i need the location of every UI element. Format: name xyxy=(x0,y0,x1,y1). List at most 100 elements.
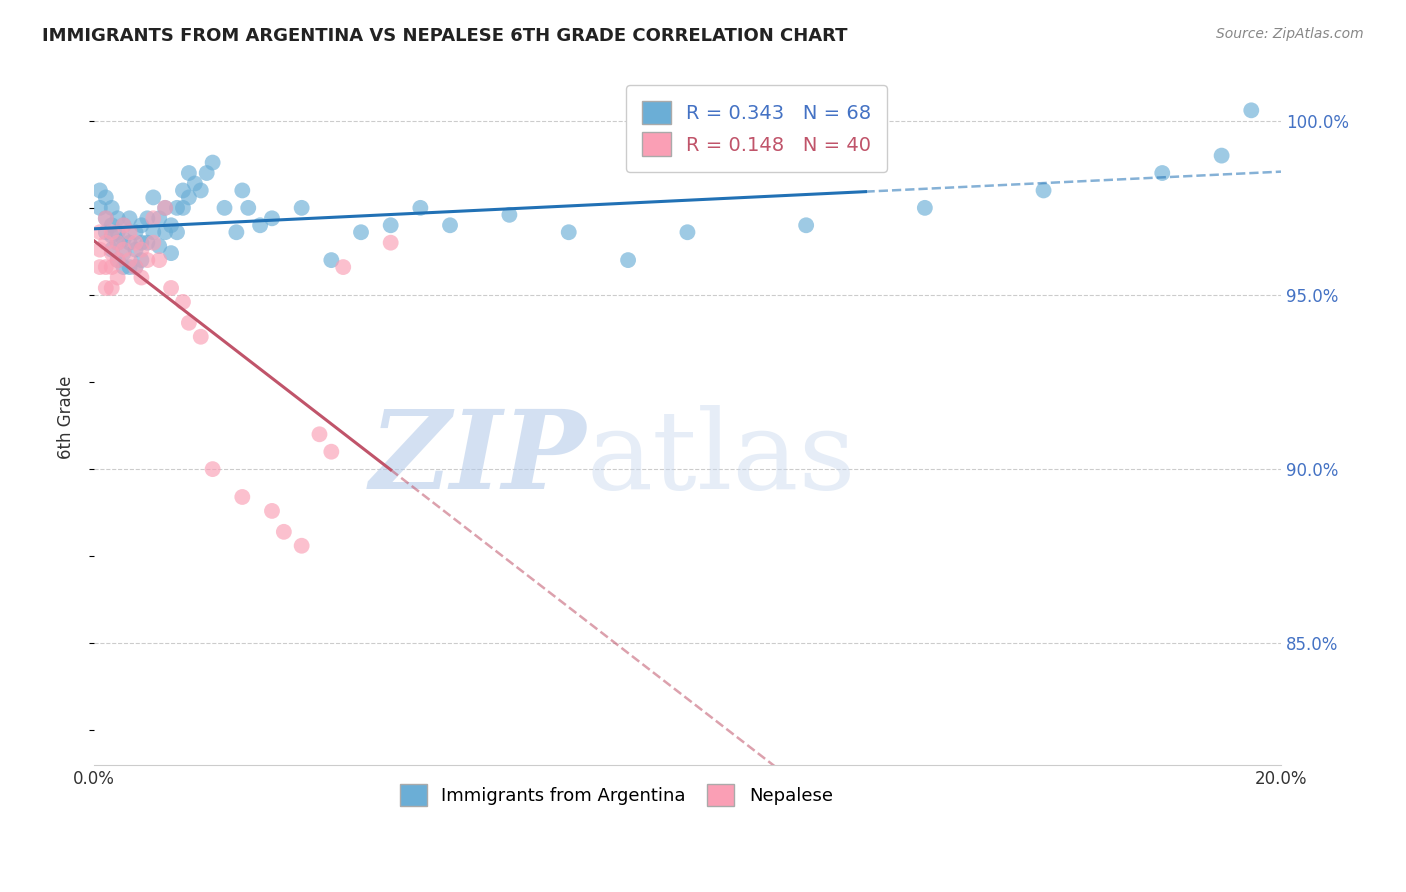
Point xyxy=(124,235,146,250)
Point xyxy=(131,253,153,268)
Point xyxy=(124,243,146,257)
Point xyxy=(291,201,314,215)
Point xyxy=(231,490,253,504)
Point xyxy=(112,246,135,260)
Point xyxy=(332,260,354,274)
Point xyxy=(94,190,117,204)
Point xyxy=(131,243,153,257)
Point xyxy=(1152,166,1174,180)
Point xyxy=(225,225,247,239)
Text: IMMIGRANTS FROM ARGENTINA VS NEPALESE 6TH GRADE CORRELATION CHART: IMMIGRANTS FROM ARGENTINA VS NEPALESE 6T… xyxy=(42,27,848,45)
Point xyxy=(201,155,224,169)
Point xyxy=(190,330,212,344)
Point xyxy=(112,219,135,233)
Point xyxy=(118,235,141,250)
Point xyxy=(100,201,122,215)
Point xyxy=(124,260,146,274)
Point xyxy=(201,462,224,476)
Point xyxy=(142,190,165,204)
Point xyxy=(107,235,129,250)
Point xyxy=(118,253,141,268)
Point xyxy=(172,183,194,197)
Point xyxy=(160,219,183,233)
Point xyxy=(100,225,122,239)
Point xyxy=(160,246,183,260)
Point xyxy=(291,539,314,553)
Point xyxy=(107,235,129,250)
Point xyxy=(100,243,122,257)
Point xyxy=(177,316,200,330)
Point xyxy=(380,235,402,250)
Point xyxy=(107,270,129,285)
Point xyxy=(794,219,817,233)
Point xyxy=(100,228,122,243)
Point xyxy=(131,235,153,250)
Point xyxy=(94,260,117,274)
Y-axis label: 6th Grade: 6th Grade xyxy=(58,376,75,458)
Point xyxy=(166,201,188,215)
Point xyxy=(308,427,330,442)
Point xyxy=(409,201,432,215)
Point xyxy=(231,183,253,197)
Text: ZIP: ZIP xyxy=(370,405,586,512)
Point xyxy=(107,253,129,268)
Point xyxy=(94,211,117,226)
Point xyxy=(142,211,165,226)
Point xyxy=(1211,148,1233,162)
Point xyxy=(94,281,117,295)
Point xyxy=(914,201,936,215)
Point xyxy=(214,201,236,215)
Point xyxy=(238,201,260,215)
Point xyxy=(112,219,135,233)
Point xyxy=(617,253,640,268)
Point xyxy=(89,243,111,257)
Text: Source: ZipAtlas.com: Source: ZipAtlas.com xyxy=(1216,27,1364,41)
Point xyxy=(112,243,135,257)
Point xyxy=(142,235,165,250)
Point xyxy=(100,246,122,260)
Point xyxy=(131,270,153,285)
Point xyxy=(260,211,283,226)
Point xyxy=(136,211,159,226)
Point xyxy=(1032,183,1054,197)
Point xyxy=(148,253,170,268)
Point xyxy=(249,219,271,233)
Point xyxy=(136,253,159,268)
Point xyxy=(94,211,117,226)
Point xyxy=(190,183,212,197)
Point xyxy=(112,260,135,274)
Point xyxy=(558,225,581,239)
Point xyxy=(100,260,122,274)
Point xyxy=(124,260,146,274)
Point xyxy=(498,208,520,222)
Point xyxy=(89,225,111,239)
Point xyxy=(172,201,194,215)
Point xyxy=(100,281,122,295)
Point xyxy=(94,235,117,250)
Legend: Immigrants from Argentina, Nepalese: Immigrants from Argentina, Nepalese xyxy=(391,775,842,815)
Point xyxy=(273,524,295,539)
Point xyxy=(380,219,402,233)
Point xyxy=(153,201,176,215)
Text: atlas: atlas xyxy=(586,405,856,512)
Point xyxy=(184,177,207,191)
Point xyxy=(195,166,218,180)
Point xyxy=(131,219,153,233)
Point xyxy=(142,225,165,239)
Point xyxy=(107,253,129,268)
Point xyxy=(107,211,129,226)
Point xyxy=(153,225,176,239)
Point xyxy=(676,225,699,239)
Point xyxy=(153,201,176,215)
Point xyxy=(94,225,117,239)
Point xyxy=(1240,103,1263,118)
Point xyxy=(118,260,141,274)
Point xyxy=(177,166,200,180)
Point xyxy=(124,225,146,239)
Point xyxy=(160,281,183,295)
Point xyxy=(166,225,188,239)
Point xyxy=(172,294,194,309)
Point xyxy=(136,235,159,250)
Point xyxy=(118,225,141,239)
Point xyxy=(100,219,122,233)
